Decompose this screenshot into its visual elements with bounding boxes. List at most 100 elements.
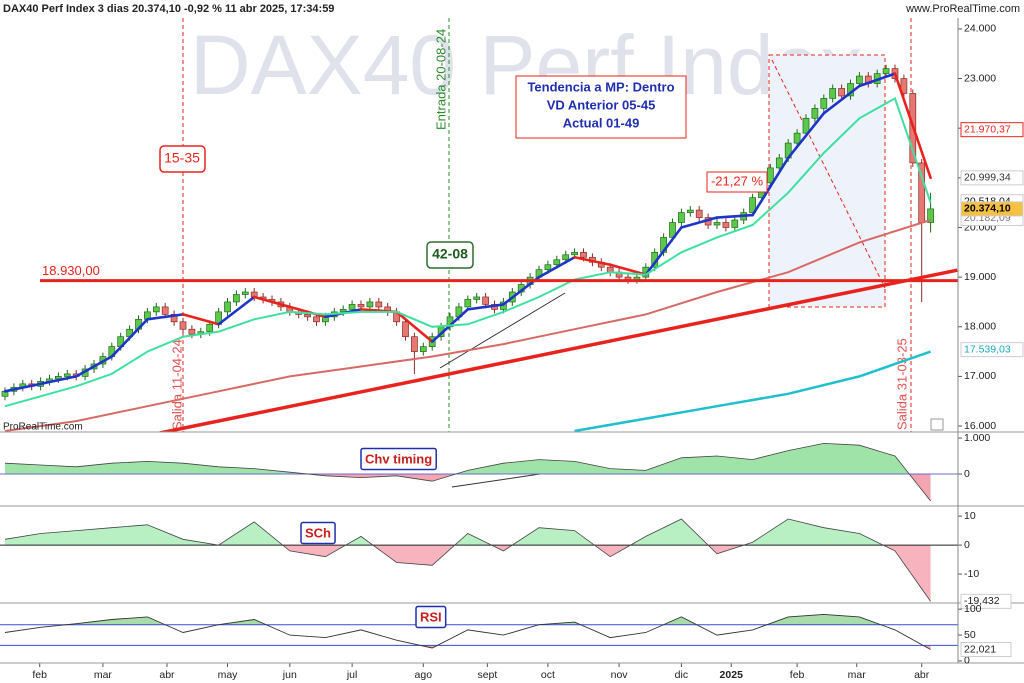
strategy-text: VD Anterior 05-45 — [547, 97, 656, 112]
rsi-line — [4, 613, 931, 650]
y-tick-label: 23.000 — [964, 72, 996, 84]
candle — [580, 251, 587, 258]
y-tick-label: 16.000 — [964, 420, 996, 432]
info-icon[interactable] — [930, 418, 944, 431]
candle — [464, 299, 472, 308]
candle — [882, 68, 890, 74]
ma-segment — [110, 318, 149, 358]
x-tick-label: abr — [914, 669, 930, 681]
range-box — [768, 54, 886, 308]
candle — [793, 132, 801, 144]
oscillator-area — [5, 519, 931, 546]
ma-segment — [573, 255, 612, 267]
x-tick-label: jul — [346, 669, 358, 681]
candle — [678, 212, 685, 223]
candle — [775, 157, 783, 169]
candle — [820, 98, 828, 109]
oscillator-area — [218, 545, 931, 602]
x-tick-label: ago — [415, 669, 433, 681]
candle — [241, 291, 249, 295]
x-tick-label: oct — [541, 669, 555, 681]
ma-segment — [217, 295, 256, 326]
candle — [304, 314, 311, 318]
x-tick-label: dic — [675, 669, 688, 681]
ma-segment — [680, 216, 719, 229]
candle — [829, 88, 837, 99]
x-tick-label: nov — [611, 669, 629, 681]
header-title: DAX40 Perf Index 3 dias 20.374,10 -0,92 … — [3, 3, 334, 15]
y-tick-label: 19.000 — [964, 271, 996, 283]
ma-segment — [608, 263, 648, 276]
candle — [713, 222, 721, 226]
candle — [838, 88, 845, 97]
exit-label: Salida 31-03-25 — [894, 338, 909, 430]
annotation: 42-08 — [432, 246, 468, 262]
price-tag — [960, 342, 1024, 358]
y-tick-label: 17.000 — [964, 370, 996, 382]
ma-segment — [395, 310, 434, 343]
oscillator-line — [4, 518, 931, 602]
x-tick-label: mar — [848, 669, 867, 681]
ma-segment — [181, 313, 220, 326]
divergence-line — [451, 473, 541, 488]
candle — [562, 254, 570, 261]
candle — [419, 346, 427, 352]
candle — [695, 209, 703, 218]
x-tick-label: abr — [159, 669, 175, 681]
annotation-box — [426, 241, 474, 269]
trend-line — [159, 268, 958, 432]
ma-segment — [786, 112, 826, 160]
oscillator-line — [4, 442, 931, 502]
header-site: www.ProRealTime.com — [905, 3, 1020, 15]
ma-segment — [3, 382, 42, 393]
panel — [0, 518, 958, 602]
ma-segment — [893, 72, 932, 180]
panel — [0, 613, 958, 650]
ma-segment — [715, 213, 754, 219]
x-tick-label: may — [218, 669, 239, 681]
footer: ProRealTime.com — [3, 422, 83, 433]
candle — [900, 78, 908, 94]
price-tag-label: 20.374,10 — [964, 203, 1011, 215]
range-diagonal — [771, 59, 886, 289]
divergence-line — [439, 292, 566, 369]
panel-title-box — [415, 605, 447, 629]
candle — [731, 219, 739, 228]
candle — [63, 373, 71, 377]
exit-label: Salida 11-04-24 — [169, 339, 184, 430]
y-tick-label: 0 — [964, 468, 970, 480]
y-tick-label: 10 — [964, 510, 976, 522]
candle — [927, 208, 934, 223]
ma-segment — [751, 156, 790, 217]
ma-segment — [822, 84, 861, 115]
candle — [179, 321, 187, 330]
candle — [473, 296, 481, 300]
last-value-label: -19,432 — [964, 595, 1000, 607]
ma-segment — [39, 375, 78, 386]
candle — [811, 107, 819, 119]
candle — [544, 264, 552, 271]
oscillator-area — [307, 473, 931, 501]
candle — [224, 301, 231, 313]
panel — [1, 64, 958, 432]
candle — [375, 301, 383, 308]
moving-average — [574, 350, 932, 432]
price-tag-label: 21.970,37 — [964, 123, 1011, 135]
candle — [767, 167, 774, 184]
ma-segment — [858, 72, 897, 88]
y-tick-label: 0 — [964, 655, 970, 667]
panel-title: Chv timing — [365, 451, 432, 466]
entry-label: Entrada 20-08-24 — [433, 29, 448, 130]
last-value-tag — [960, 642, 1012, 658]
moving-average — [4, 96, 932, 408]
candle — [553, 259, 561, 266]
ma-segment — [146, 313, 185, 321]
moving-average — [4, 219, 931, 432]
candle — [722, 222, 730, 228]
price-tag — [960, 201, 1024, 217]
rsi-overbought — [66, 614, 881, 625]
annotation: 15-35 — [164, 150, 200, 166]
candle — [206, 323, 214, 333]
oscillator-area — [5, 443, 931, 474]
